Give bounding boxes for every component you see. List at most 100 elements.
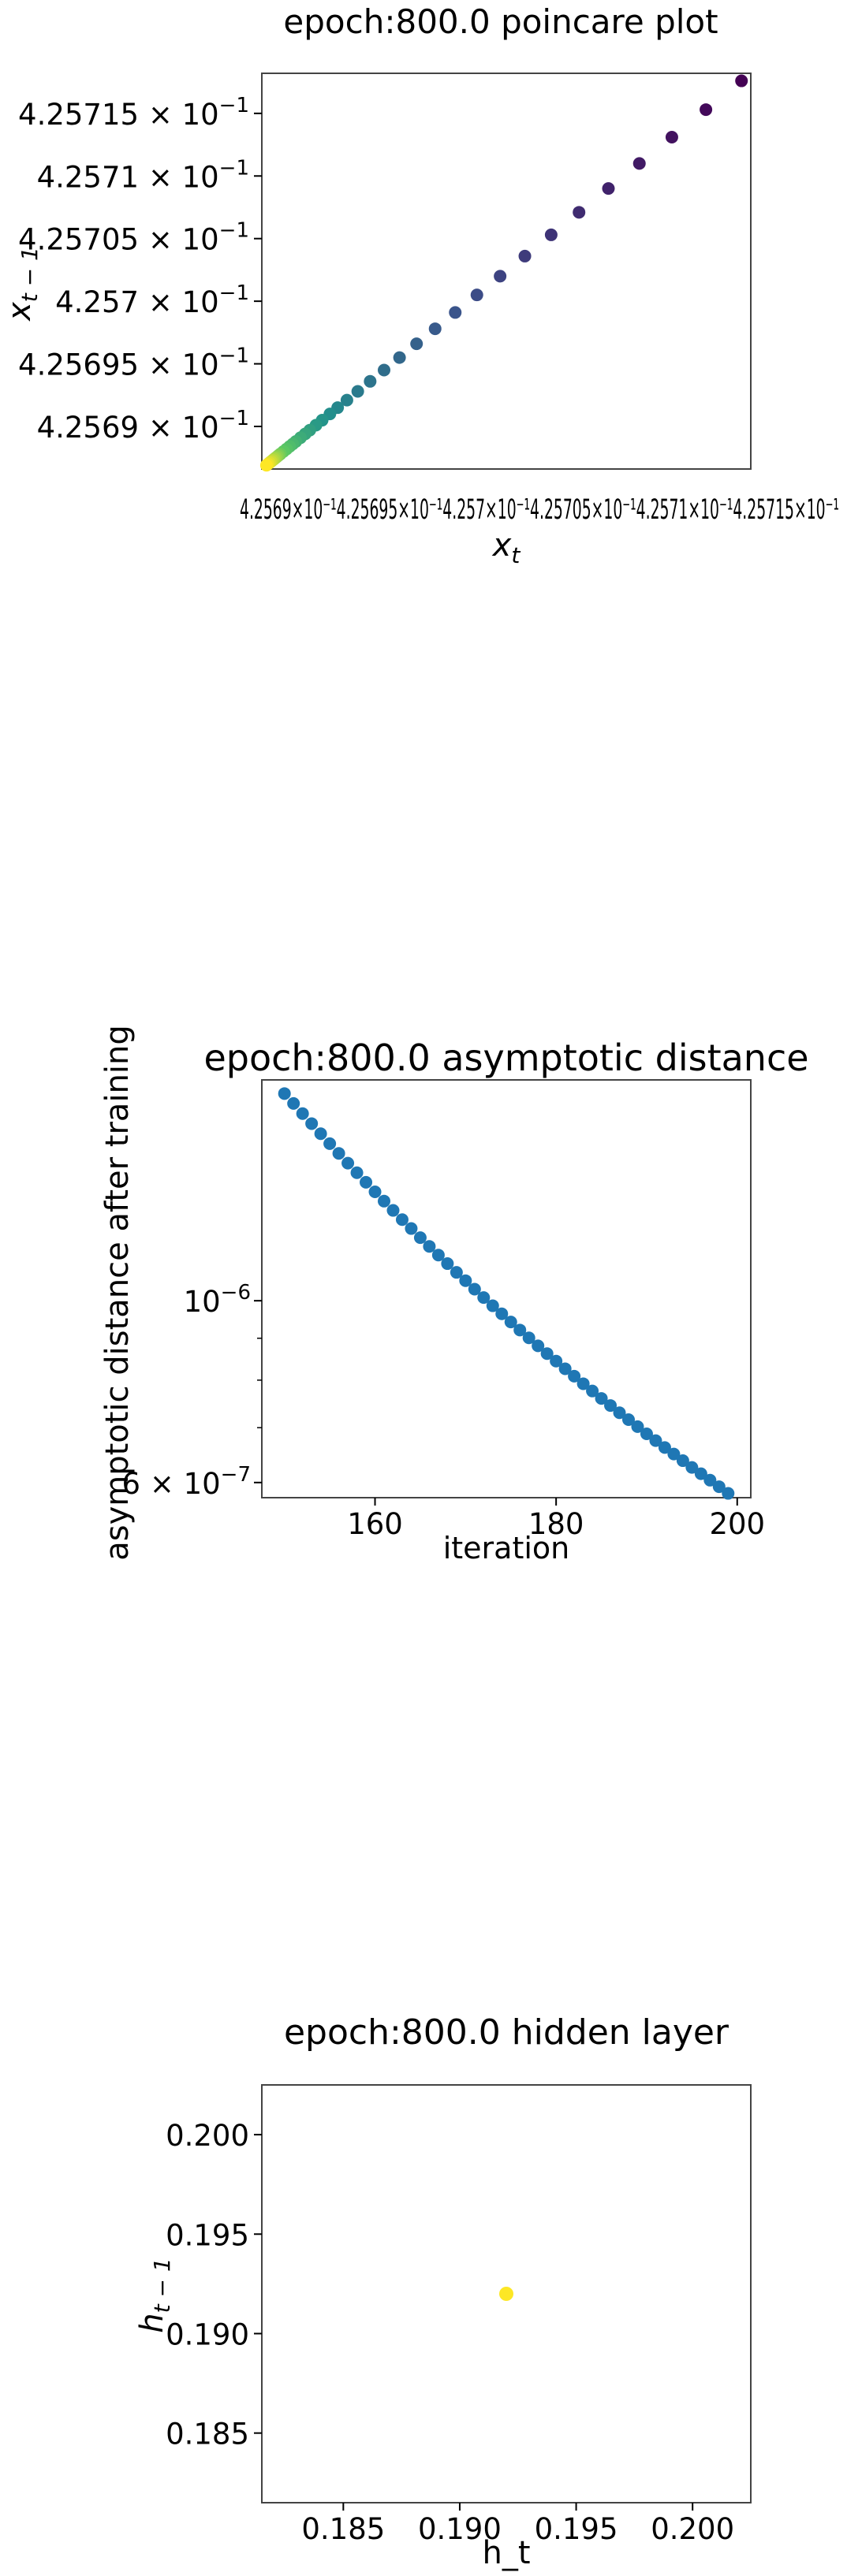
y-tick-label: 4.257 × 10−1 (55, 281, 249, 319)
x-tick-label: 200 (709, 1507, 765, 1541)
x-tick-label: 160 (347, 1507, 403, 1541)
data-point (393, 351, 406, 364)
y-tick-label: 0.200 (166, 2119, 249, 2153)
data-point (604, 1399, 618, 1413)
data-point (550, 1354, 563, 1368)
data-point (712, 1480, 726, 1494)
data-point (449, 306, 462, 319)
data-point (378, 1194, 390, 1208)
data-point (540, 1347, 554, 1361)
data-point (494, 270, 507, 283)
data-point (395, 1213, 409, 1227)
poincare-title: epoch:800.0 poincare plot (283, 2, 718, 41)
x-tick-label: 180 (528, 1507, 584, 1541)
x-tick-label: 0.190 (418, 2512, 502, 2546)
data-point (459, 1274, 472, 1287)
data-point (410, 337, 424, 351)
data-point (259, 459, 273, 472)
data-point (602, 182, 615, 195)
data-point (667, 1447, 681, 1461)
hidden-layer-title: epoch:800.0 hidden layer (284, 2012, 729, 2053)
data-point (386, 1204, 400, 1217)
poincare-y-ticks: 4.2569 × 10−1 4.25695 × 10−1 4.257 × 10−1 4… (18, 94, 262, 445)
data-point (477, 1291, 491, 1305)
hidden-layer-x-ticks: 0.185 0.190 0.195 0.200 (301, 2503, 734, 2546)
asymptotic-points (278, 1087, 735, 1500)
data-point (368, 1186, 382, 1199)
svg-text:ht − 1: ht − 1 (134, 2258, 175, 2332)
data-point (413, 1231, 427, 1245)
data-point (468, 1282, 481, 1296)
data-point (665, 131, 678, 144)
poincare-plot-frame (261, 73, 752, 470)
y-tick-label: 10−6 (184, 1281, 251, 1319)
data-point (428, 322, 442, 336)
data-point (305, 1117, 319, 1130)
asymptotic-chart: epoch:800.0 asymptotic distance 160 180 20… (99, 1025, 809, 1565)
asymptotic-x-label: iteration (443, 1531, 570, 1565)
hidden-layer-plot-frame (261, 2084, 752, 2503)
data-point (405, 1222, 418, 1235)
data-point (613, 1406, 626, 1420)
asymptotic-plot-frame (261, 1079, 752, 1498)
poincare-x-label: xt (491, 527, 521, 568)
y-tick-label: 4.25695 × 10−1 (18, 344, 249, 382)
y-tick-label: 0.185 (166, 2418, 249, 2451)
svg-text:xt: xt (491, 527, 521, 568)
poincare-y-label: xt − 1 (2, 247, 43, 322)
data-point (314, 1127, 327, 1141)
poincare-points (259, 74, 748, 472)
hidden-layer-x-label: h_t (482, 2535, 530, 2571)
data-point (595, 1392, 608, 1405)
data-point (676, 1454, 689, 1468)
data-point (573, 206, 586, 219)
data-point (632, 157, 646, 170)
data-point (278, 1087, 291, 1100)
data-point (332, 1147, 345, 1160)
y-tick-label: 4.2569 × 10−1 (37, 407, 249, 445)
data-point (522, 1331, 535, 1345)
data-point (423, 1240, 436, 1253)
data-point (544, 228, 558, 241)
data-point (431, 1249, 445, 1262)
data-point (296, 1107, 309, 1120)
poincare-chart: epoch:800.0 poincare plot 4.2569 × 10−14… (2, 2, 839, 568)
x-tick-label: 0.185 (301, 2512, 385, 2546)
data-point (360, 1175, 373, 1189)
data-point (703, 1473, 717, 1487)
data-point (658, 1441, 671, 1454)
data-point (735, 74, 748, 87)
data-point (576, 1377, 590, 1390)
x-tick-label: 0.200 (651, 2512, 734, 2546)
data-point (694, 1467, 707, 1480)
hidden-layer-points (499, 2287, 513, 2301)
asymptotic-x-ticks: 160 180 200 (347, 1498, 765, 1541)
data-point (685, 1461, 699, 1474)
data-point (532, 1339, 545, 1353)
data-point (499, 2287, 513, 2301)
data-point (470, 288, 483, 302)
data-point (568, 1369, 581, 1383)
data-point (350, 1166, 364, 1179)
data-point (287, 1096, 300, 1110)
data-point (504, 1316, 517, 1329)
data-point (323, 1137, 337, 1150)
hidden-layer-y-ticks: 0.185 0.190 0.195 0.200 (166, 2119, 262, 2451)
data-point (558, 1362, 572, 1375)
data-point (631, 1420, 644, 1433)
data-point (486, 1299, 499, 1312)
data-point (640, 1427, 653, 1440)
data-point (622, 1413, 635, 1426)
data-point (513, 1323, 527, 1337)
asymptotic-title: epoch:800.0 asymptotic distance (203, 1037, 808, 1079)
hidden-layer-chart: epoch:800.0 hidden layer 0.185 0.190 0.195… (134, 2012, 752, 2571)
y-tick-label: 0.190 (166, 2317, 249, 2351)
y-tick-label: 4.2571 × 10−1 (37, 156, 249, 194)
data-point (450, 1266, 463, 1279)
y-tick-label: 4.25715 × 10−1 (18, 94, 249, 132)
data-point (649, 1434, 662, 1447)
data-point (700, 103, 713, 117)
asymptotic-y-label: asymptotic distance after training (99, 1025, 136, 1561)
y-tick-label: 4.25705 × 10−1 (18, 219, 249, 257)
